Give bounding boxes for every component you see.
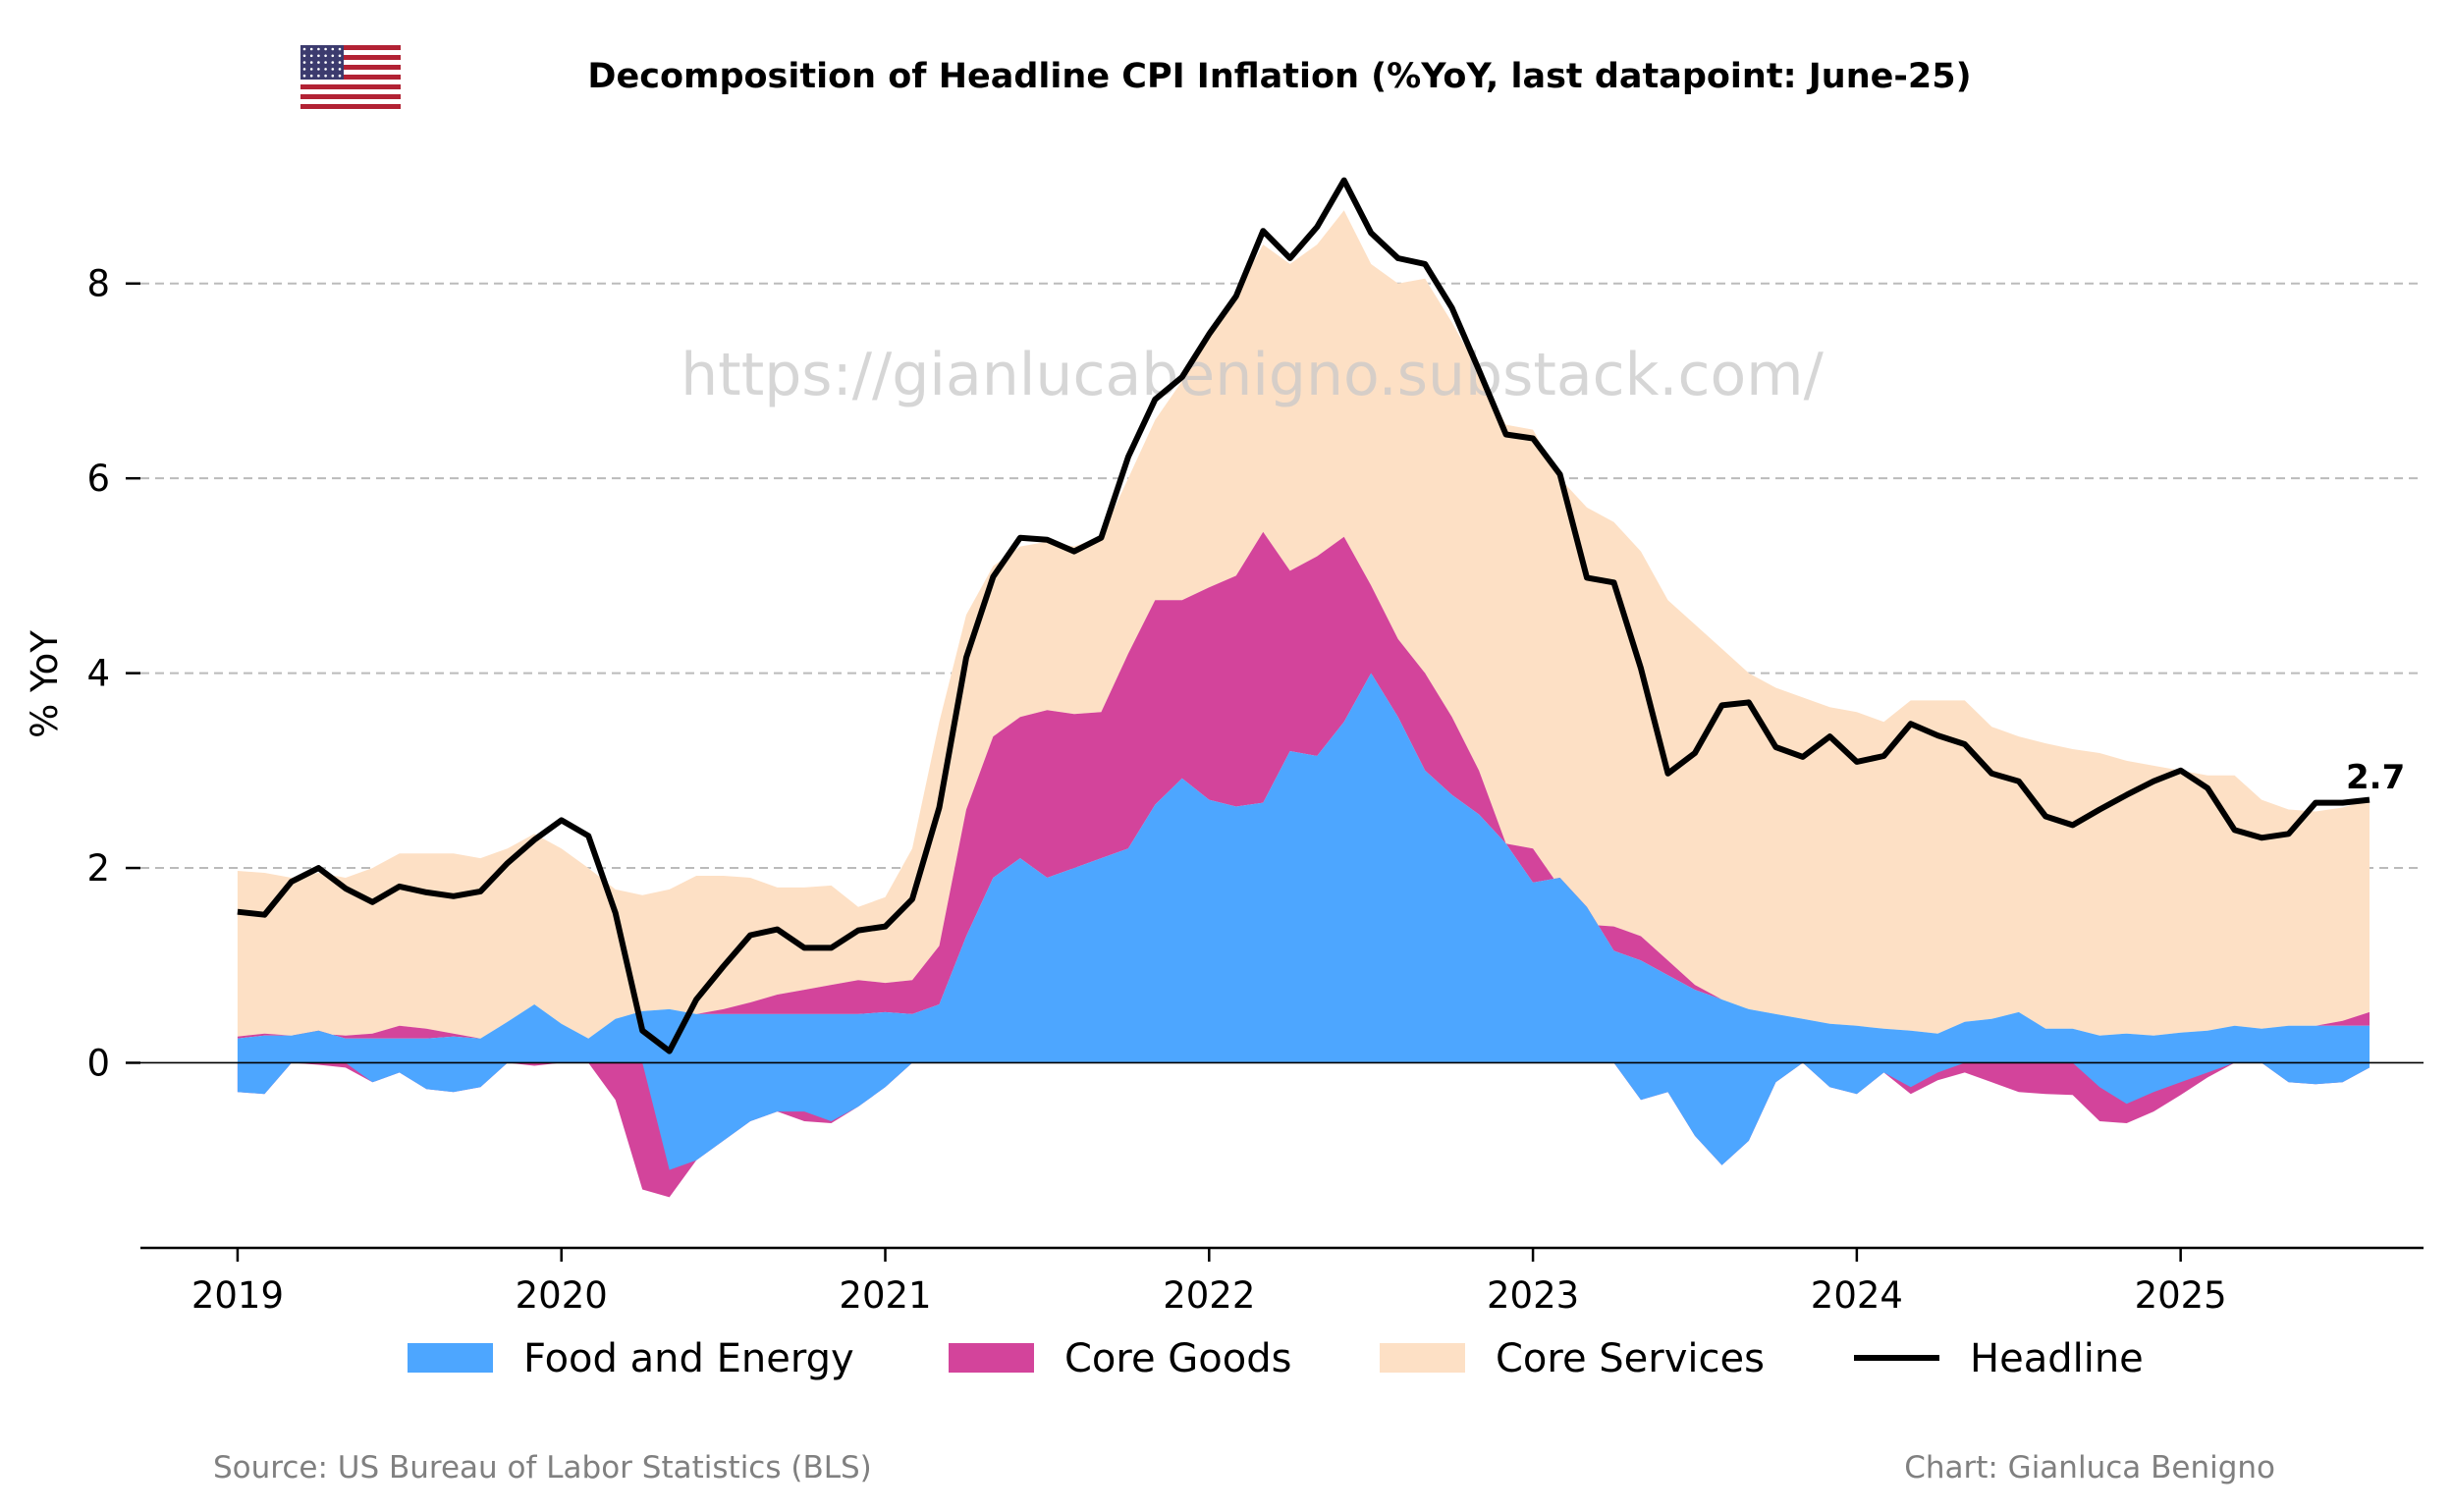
legend-swatch [408, 1343, 493, 1373]
y-tick-label: 2 [86, 847, 110, 890]
x-tick-label: 2020 [516, 1274, 608, 1317]
x-axis: 2019 2020 2021 2022 2023 2024 2025 [191, 1248, 2227, 1317]
x-tick-label: 2024 [1811, 1274, 1903, 1317]
legend-label: Headline [1970, 1336, 2144, 1381]
us-flag-icon [300, 45, 401, 109]
x-tick-label: 2021 [839, 1274, 931, 1317]
chart-title: Decomposition of Headline CPI Inflation … [587, 57, 1971, 96]
legend-label: Core Services [1496, 1336, 1765, 1381]
core-goods-area [237, 531, 2370, 1039]
y-tick-label: 4 [86, 653, 110, 695]
y-axis: 0 2 4 6 8 [86, 263, 140, 1084]
plot-area: https://gianlucabenigno.substack.com/ 2.… [140, 177, 2424, 1198]
legend-label: Core Goods [1064, 1336, 1291, 1381]
last-value-label: 2.7 [2346, 758, 2405, 797]
food-energy-area [237, 673, 2370, 1063]
watermark-text: https://gianlucabenigno.substack.com/ [681, 341, 1824, 409]
legend: Food and Energy Core Goods Core Services He… [408, 1336, 2144, 1381]
legend-item: Food and Energy [408, 1336, 854, 1381]
legend-item: Headline [1854, 1336, 2144, 1381]
legend-item: Core Services [1380, 1336, 1765, 1381]
x-tick-label: 2023 [1487, 1274, 1579, 1317]
y-tick-label: 6 [86, 458, 110, 500]
core-goods-negative-area [237, 1062, 2370, 1198]
footer-credit: Chart: Gianluca Benigno [1904, 1450, 2275, 1485]
y-tick-label: 8 [86, 263, 110, 305]
core-services-area [237, 210, 2370, 1039]
legend-swatch [949, 1343, 1034, 1373]
food-energy-negative-area [237, 1062, 2370, 1170]
legend-label: Food and Energy [523, 1336, 854, 1381]
x-tick-label: 2025 [2135, 1274, 2227, 1317]
stacked-areas [237, 210, 2370, 1198]
footer-source: Source: US Bureau of Labor Statistics (B… [213, 1450, 872, 1485]
legend-item: Core Goods [949, 1336, 1291, 1381]
y-tick-label: 0 [86, 1042, 110, 1084]
x-tick-label: 2019 [191, 1274, 284, 1317]
legend-swatch [1380, 1343, 1465, 1373]
headline-line [237, 177, 2370, 1054]
x-tick-label: 2022 [1163, 1274, 1255, 1317]
y-axis-label: % YoY [24, 630, 66, 738]
